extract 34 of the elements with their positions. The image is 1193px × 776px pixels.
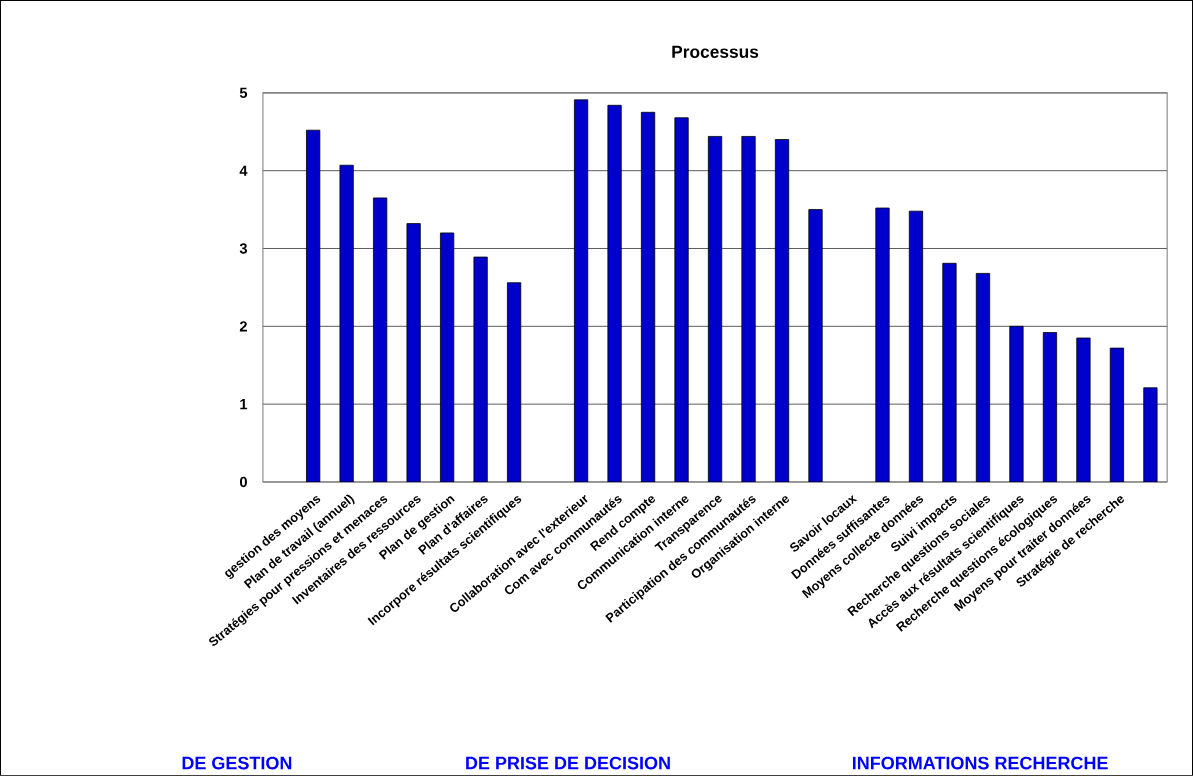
y-tick-label: 1 — [240, 399, 248, 410]
bar — [473, 256, 488, 483]
bar — [741, 136, 756, 483]
bar — [1076, 337, 1091, 483]
bar — [607, 104, 622, 483]
text: DE PRISE DE DECISION — [466, 756, 670, 770]
y-tick-label: 5 — [239, 87, 248, 99]
chart-title: Processus — [672, 45, 759, 58]
bar — [440, 232, 455, 483]
bar — [306, 129, 321, 483]
text: DE GESTION — [182, 756, 292, 770]
bar — [774, 139, 790, 483]
bar — [406, 223, 421, 483]
y-tick-label: 2 — [239, 321, 247, 332]
bar — [674, 117, 689, 483]
bar — [1143, 387, 1158, 483]
bar — [573, 99, 589, 483]
bar — [1109, 347, 1125, 483]
y-tick-label: 4 — [239, 165, 248, 176]
bar — [339, 164, 354, 483]
y-tick-label: 3 — [239, 243, 248, 254]
bar — [875, 207, 890, 483]
bar — [975, 273, 991, 483]
bar — [373, 197, 388, 483]
bar — [640, 111, 656, 483]
bar — [808, 209, 823, 483]
text: INFORMATIONS RECHERCHE — [852, 756, 1108, 770]
y-tick-label: 0 — [239, 476, 247, 488]
bar — [1042, 332, 1058, 483]
bar — [1009, 325, 1024, 483]
bar — [908, 210, 924, 483]
bar — [507, 282, 522, 483]
bar — [942, 262, 957, 483]
bar — [707, 136, 723, 483]
